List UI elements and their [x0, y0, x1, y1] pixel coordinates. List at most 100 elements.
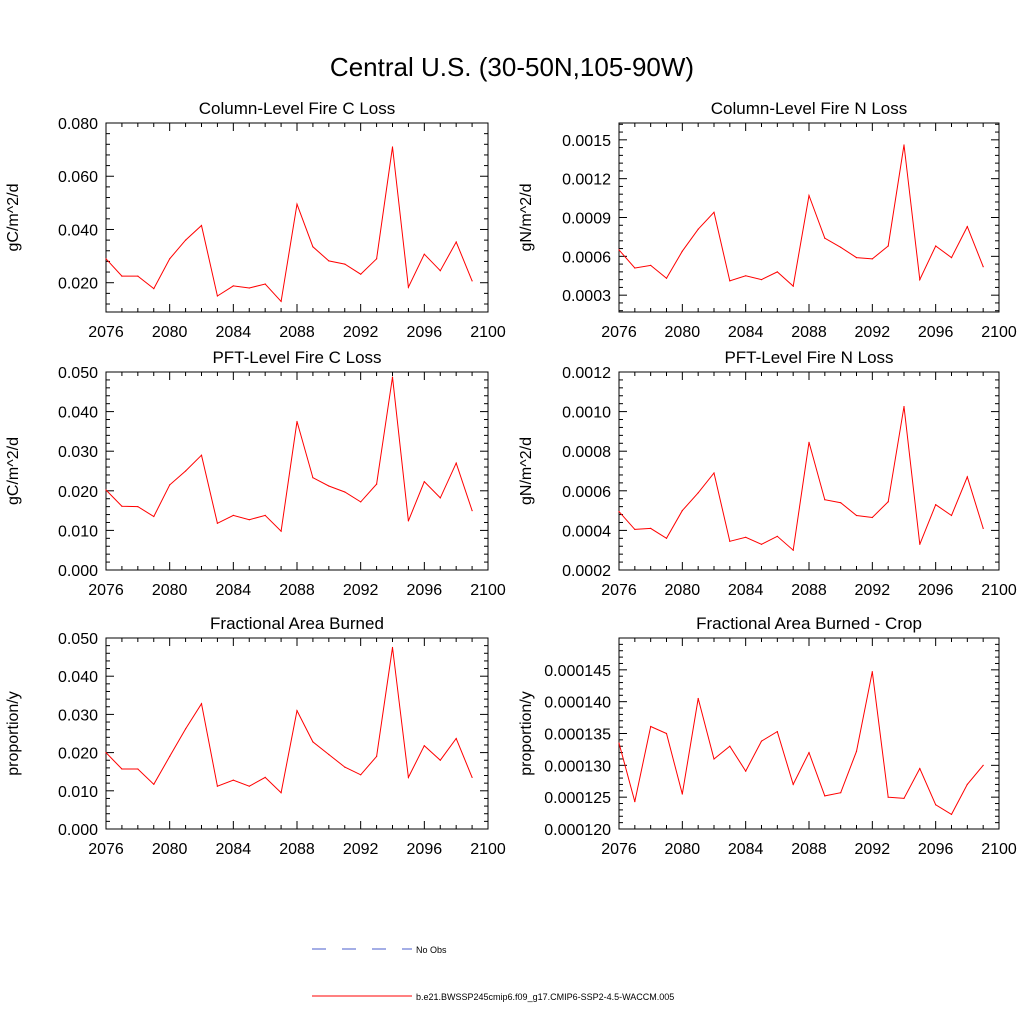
data-point	[391, 646, 394, 649]
data-point	[982, 764, 984, 766]
x-tick-label: 2096	[918, 841, 954, 858]
data-point	[665, 537, 668, 539]
data-point	[855, 257, 858, 259]
data-point	[982, 527, 984, 530]
x-tick-label: 2092	[343, 841, 379, 858]
data-point	[665, 732, 668, 735]
data-point	[871, 671, 873, 673]
y-tick-label: 0.000120	[544, 822, 611, 839]
x-tick-label: 2100	[981, 841, 1017, 858]
data-point	[264, 776, 266, 779]
data-point	[232, 514, 234, 517]
x-tick-label: 2092	[855, 582, 891, 599]
x-tick-label: 2096	[407, 841, 443, 858]
data-point	[618, 511, 620, 513]
panel-title: Fractional Area Burned - Crop	[696, 614, 922, 633]
data-point	[887, 245, 889, 247]
data-point	[344, 263, 346, 265]
data-point	[455, 462, 457, 464]
legend-model-label: b.e21.BWSSP245cmip6.f09_g17.CMIP6-SSP2-4…	[416, 992, 674, 1002]
data-point	[713, 758, 715, 760]
data-point	[903, 406, 905, 408]
y-tick-label: 0.010	[58, 523, 98, 540]
y-tick-label: 0.060	[58, 169, 98, 186]
data-point	[729, 745, 731, 747]
data-point	[871, 258, 873, 260]
data-point	[153, 288, 155, 290]
y-tick-label: 0.0012	[562, 172, 611, 189]
x-tick-label: 2080	[152, 582, 188, 599]
x-tick-label: 2088	[791, 324, 827, 341]
y-tick-label: 0.000135	[544, 727, 611, 744]
data-point	[328, 260, 330, 262]
data-point	[137, 768, 139, 770]
data-point	[105, 752, 107, 754]
x-tick-label: 2080	[152, 841, 188, 858]
data-point	[634, 528, 636, 531]
data-point	[760, 740, 763, 742]
y-tick-label: 0.0009	[562, 211, 611, 228]
y-tick-label: 0.0006	[562, 249, 611, 266]
data-point	[200, 224, 203, 227]
data-point	[950, 257, 953, 259]
x-tick-label: 2084	[216, 582, 252, 599]
x-tick-label: 2088	[791, 582, 827, 599]
data-point	[745, 770, 747, 772]
data-point	[919, 279, 921, 281]
data-point	[360, 774, 362, 776]
data-point	[280, 792, 282, 794]
data-point	[471, 776, 473, 779]
data-point	[105, 489, 107, 491]
x-tick-label: 2076	[88, 324, 124, 341]
x-tick-label: 2092	[855, 324, 891, 341]
data-point	[264, 514, 266, 517]
data-point	[966, 783, 968, 786]
data-point	[423, 745, 425, 747]
data-point	[376, 258, 378, 260]
data-point	[185, 470, 187, 472]
chart-panel-3: 2076 2080 2084 2088 2092 2096 2100 0.000 0.010 0.…	[5, 348, 506, 599]
data-point	[729, 540, 731, 542]
data-point	[919, 767, 921, 770]
x-tick-label: 2084	[728, 841, 764, 858]
data-point	[280, 530, 282, 532]
y-tick-label: 0.010	[58, 784, 98, 801]
chart-panels: 2076 2080 2084 2088 2092 2096 2100 0.020 0.040 0.…	[5, 99, 1017, 858]
data-point	[808, 194, 810, 197]
y-tick-label: 0.000	[58, 822, 98, 839]
series-line	[618, 406, 984, 552]
data-point	[216, 295, 218, 297]
x-tick-label: 2084	[216, 324, 252, 341]
y-tick-label: 0.050	[58, 631, 98, 648]
data-point	[312, 741, 314, 743]
data-point	[760, 543, 763, 545]
data-point	[840, 246, 842, 248]
data-point	[745, 536, 747, 538]
data-point	[344, 766, 346, 768]
data-point	[650, 725, 652, 728]
data-point	[137, 506, 139, 508]
y-axis-label: gC/m^2/d	[5, 437, 22, 505]
series-line	[618, 144, 984, 288]
y-tick-label: 0.0004	[562, 523, 611, 540]
data-point	[966, 476, 968, 478]
panel-title: PFT-Level Fire C Loss	[212, 348, 381, 367]
data-point	[903, 144, 905, 146]
data-point	[185, 239, 187, 241]
x-tick-label: 2100	[470, 841, 506, 858]
data-point	[423, 253, 425, 255]
data-point	[200, 703, 203, 705]
data-point	[697, 228, 699, 230]
x-tick-label: 2088	[279, 841, 315, 858]
data-point	[439, 759, 441, 761]
data-point	[121, 275, 123, 277]
y-tick-label: 0.0015	[562, 133, 611, 150]
data-point	[729, 280, 731, 282]
data-point	[634, 267, 636, 269]
y-tick-label: 0.030	[58, 707, 98, 724]
y-tick-label: 0.000140	[544, 695, 611, 712]
x-tick-label: 2096	[918, 582, 954, 599]
data-point	[855, 514, 858, 517]
data-point	[137, 275, 139, 277]
